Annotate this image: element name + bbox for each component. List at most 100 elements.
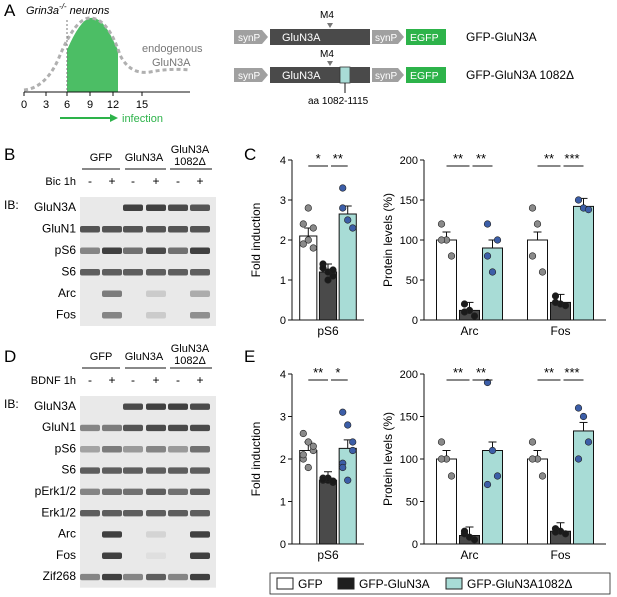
blot-row-label: Fos: [56, 307, 76, 321]
timeline-tick-label: 12: [107, 99, 119, 111]
data-point: [339, 184, 347, 192]
blot-band: [190, 403, 210, 410]
y-tick-label: 1: [280, 275, 286, 287]
blot-row-label: GluN1: [42, 420, 76, 434]
blot-band: [80, 488, 100, 496]
blot-row-label: Erk1/2: [41, 505, 76, 519]
data-point: [447, 472, 456, 480]
blot-band: [146, 446, 166, 453]
deleted-region: [339, 66, 351, 84]
blot-band: [190, 247, 210, 254]
y-tick-label: 2: [280, 235, 286, 247]
blot-band: [102, 467, 122, 474]
y-axis-label: Fold induction: [249, 422, 263, 497]
blot-band: [190, 424, 210, 432]
data-point: [551, 528, 560, 536]
data-point: [339, 204, 347, 212]
data-point: [483, 252, 492, 260]
y-tick-label: 50: [406, 497, 418, 509]
blot-row-label: GluN3A: [34, 399, 76, 413]
sig-label: ***: [564, 151, 579, 166]
legend-label-glun3a: GFP-GluN3A: [359, 577, 430, 591]
blot-band: [146, 467, 166, 474]
data-point: [319, 475, 327, 484]
treatment-label: BDNF 1h: [31, 375, 76, 387]
blot-row-label: pS6: [55, 243, 77, 257]
m4-label-1: M4: [320, 10, 334, 21]
blot-row-label: S6: [61, 463, 76, 477]
data-point: [551, 292, 560, 300]
glun3a-endogenous-label: GluN3A: [152, 57, 191, 69]
blot-band: [168, 446, 188, 453]
gene-label-1: GluN3A: [282, 32, 321, 44]
data-point: [460, 527, 469, 535]
blot-band: [102, 446, 122, 453]
blot-band: [146, 290, 166, 297]
data-point: [299, 451, 307, 459]
bar: [527, 239, 548, 321]
data-point: [551, 298, 560, 307]
data-point: [339, 463, 347, 472]
blot-group-gfp: GFP: [90, 351, 113, 363]
data-point: [528, 438, 537, 446]
blot-band: [168, 204, 188, 211]
synp-label-3: synP: [238, 71, 261, 82]
blot-band: [80, 247, 100, 254]
legend-label-del: GFP-GluN3A1082Δ: [467, 577, 572, 591]
data-point: [574, 455, 583, 463]
sig-label: *: [335, 365, 340, 380]
timeline-tick-label: 0: [21, 99, 27, 111]
blot-band: [146, 312, 166, 319]
glun3a-gene-1: [270, 29, 370, 45]
blot-band: [190, 446, 210, 453]
blot-band: [80, 573, 100, 581]
treatment-sign: +: [152, 373, 159, 387]
blot-band: [190, 488, 210, 496]
blot-band: [190, 552, 210, 559]
blot-band: [190, 226, 210, 233]
sig-label: **: [313, 365, 323, 380]
blot-band: [123, 403, 143, 410]
deletion-label: aa 1082-1115: [308, 96, 369, 107]
blot-band: [146, 204, 166, 211]
treatment-label: Bic 1h: [45, 176, 76, 188]
data-point: [304, 236, 312, 244]
blot-band: [168, 226, 188, 233]
blot-band: [80, 269, 100, 276]
blot-group-gfp: GFP: [90, 152, 113, 164]
data-point: [344, 216, 352, 224]
egfp-label-1: EGFP: [410, 32, 439, 44]
treatment-sign: -: [176, 174, 180, 188]
blot-row-label: GluN3A: [34, 200, 76, 214]
blot-band: [80, 446, 100, 453]
y-tick-label: 0: [280, 315, 286, 327]
data-point: [324, 276, 332, 284]
blot-band: [123, 509, 143, 517]
panel-letter-d: D: [4, 347, 16, 366]
data-point: [528, 455, 537, 463]
blot-band: [123, 488, 143, 496]
synp-promoter-2: [372, 30, 404, 44]
data-point: [574, 404, 583, 412]
blot-row-label: Arc: [58, 527, 76, 541]
timeline-tick-label: 9: [87, 99, 93, 111]
data-point: [349, 438, 357, 446]
blot-row-label: Zif268: [43, 569, 77, 583]
blot-band: [80, 467, 100, 474]
blot-group-del-suffix: 1082Δ: [174, 355, 206, 367]
blot-band: [168, 509, 188, 517]
data-point: [470, 536, 479, 544]
data-point: [460, 308, 469, 316]
blot-band: [146, 573, 166, 581]
treatment-sign: +: [108, 373, 115, 387]
panel-letter-c: C: [244, 145, 256, 164]
blot-band: [190, 269, 210, 276]
gene-label-2: GluN3A: [282, 70, 321, 82]
y-tick-label: 0: [412, 539, 418, 551]
blot-band: [146, 424, 166, 432]
data-point: [584, 438, 593, 446]
blot-group-del-suffix: 1082Δ: [174, 156, 206, 168]
legend-swatch-glun3a: [337, 577, 355, 590]
